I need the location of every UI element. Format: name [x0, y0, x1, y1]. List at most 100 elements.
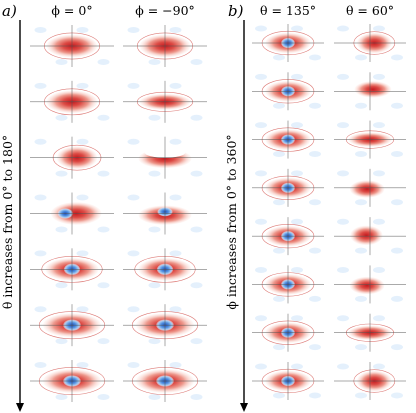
contour-plot-b-r6-c2 [334, 265, 406, 304]
background-blob [190, 338, 203, 345]
background-blob [76, 82, 89, 89]
background-blob [255, 25, 267, 32]
background-contours [255, 170, 321, 206]
background-blob [76, 306, 89, 313]
background-blob [255, 73, 267, 80]
background-blob [148, 58, 161, 65]
background-blob [391, 54, 403, 61]
background-blob [148, 338, 161, 345]
background-blob [355, 295, 367, 302]
background-blob [337, 363, 349, 370]
background-blob [291, 170, 303, 177]
contour-plot-b-r7-c2 [334, 313, 406, 352]
background-blob [255, 218, 267, 225]
background-blob [255, 315, 267, 322]
background-blob [355, 344, 367, 351]
background-blob [391, 199, 403, 206]
contour-plot-a-r7-c2 [123, 360, 207, 402]
contour-plot-b-r2-c1 [252, 72, 324, 111]
background-blob [34, 194, 47, 201]
background-blob [169, 27, 182, 34]
background-contours [337, 218, 403, 254]
contour-plot-a-r1-c1 [30, 25, 114, 67]
background-blob [97, 114, 110, 121]
contour-plot-b-r7-c1 [252, 313, 324, 352]
background-contours [337, 122, 403, 158]
background-blob [373, 218, 385, 225]
background-blob [190, 114, 203, 121]
background-blob [127, 362, 140, 369]
background-contours [337, 170, 403, 206]
background-blob [291, 73, 303, 80]
background-blob [34, 138, 47, 145]
red-lobe [350, 225, 383, 246]
panel-b-arrow-head [240, 403, 248, 412]
background-blob [373, 73, 385, 80]
background-contours [127, 250, 203, 289]
background-blob [76, 194, 89, 201]
background-contours [127, 306, 203, 345]
background-blob [273, 247, 285, 254]
panel-b-col1-title: θ = 135° [260, 3, 316, 18]
background-blob [373, 315, 385, 322]
background-blob [34, 27, 47, 34]
panel-a: a) ϕ = 0° ϕ = −90° θ increases from 0° t… [0, 2, 207, 412]
background-blob [255, 122, 267, 129]
background-blob [169, 250, 182, 257]
background-contours [127, 194, 203, 233]
background-contours [337, 73, 403, 109]
contour-plot-b-r4-c1 [252, 168, 324, 207]
background-blob [391, 392, 403, 399]
contour-plot-a-r2-c1 [30, 80, 114, 123]
background-blob [255, 363, 267, 370]
background-contours [34, 138, 110, 177]
contour-plot-a-r4-c2 [123, 192, 207, 235]
panel-a-col1-title: ϕ = 0° [51, 3, 92, 18]
background-blob [34, 82, 47, 89]
contour-plot-b-r3-c2 [334, 120, 406, 159]
background-blob [190, 282, 203, 289]
background-blob [34, 306, 47, 313]
background-contours [337, 315, 403, 351]
background-blob [169, 362, 182, 369]
panel-b-label: b) [228, 2, 244, 20]
background-blob [34, 362, 47, 369]
background-blob [148, 114, 161, 121]
background-blob [373, 266, 385, 273]
background-blob [337, 73, 349, 80]
background-blob [76, 27, 89, 34]
background-blob [76, 250, 89, 257]
background-blob [337, 170, 349, 177]
panel-b-cells [252, 24, 406, 400]
background-blob [97, 170, 110, 177]
background-contours [255, 218, 321, 254]
background-blob [273, 344, 285, 351]
background-blob [309, 102, 321, 109]
background-blob [373, 122, 385, 129]
background-contours [337, 266, 403, 302]
background-contours [255, 363, 321, 399]
background-blob [55, 338, 68, 345]
background-contours [34, 194, 110, 233]
background-blob [127, 138, 140, 145]
background-contours [255, 315, 321, 351]
background-contours [34, 306, 110, 345]
background-blob [148, 170, 161, 177]
background-blob [127, 27, 140, 34]
background-blob [337, 122, 349, 129]
background-blob [355, 392, 367, 399]
background-blob [190, 170, 203, 177]
background-blob [34, 250, 47, 257]
background-contours [34, 362, 110, 400]
background-blob [273, 54, 285, 61]
contour-plot-a-r4-c1 [30, 192, 114, 235]
background-blob [97, 393, 110, 400]
panel-b-vertical-label: ϕ increases from 0° to 360° [224, 134, 239, 309]
background-blob [309, 199, 321, 206]
background-blob [97, 226, 110, 233]
panel-a-cells [30, 25, 207, 402]
background-blob [291, 363, 303, 370]
contour-plot-b-r5-c1 [252, 217, 324, 256]
background-blob [97, 282, 110, 289]
